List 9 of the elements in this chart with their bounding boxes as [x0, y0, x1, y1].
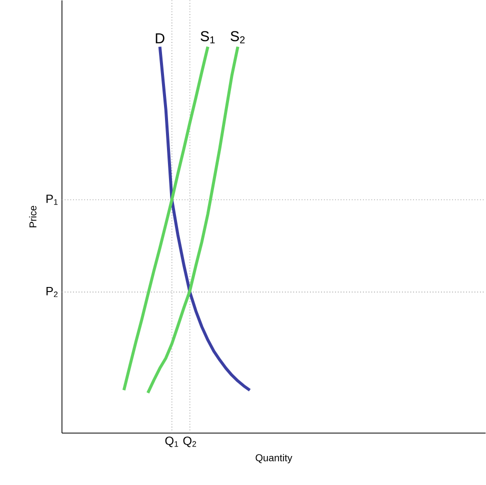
- series-label: S$_{1}$: [200, 31, 215, 44]
- x-tick-label: Q$_{1}$: [165, 436, 178, 448]
- x-axis-title: Quantity: [256, 454, 292, 464]
- series-label: S$_{2}$: [230, 31, 245, 44]
- x-tick-label: Q$_{2}$: [183, 436, 196, 448]
- y-axis-title: Price: [29, 206, 36, 228]
- ref-line-label: P$_{2}$: [46, 287, 58, 298]
- ref-line-label: P$_{1}$: [46, 194, 58, 205]
- series-label: D: [156, 33, 164, 44]
